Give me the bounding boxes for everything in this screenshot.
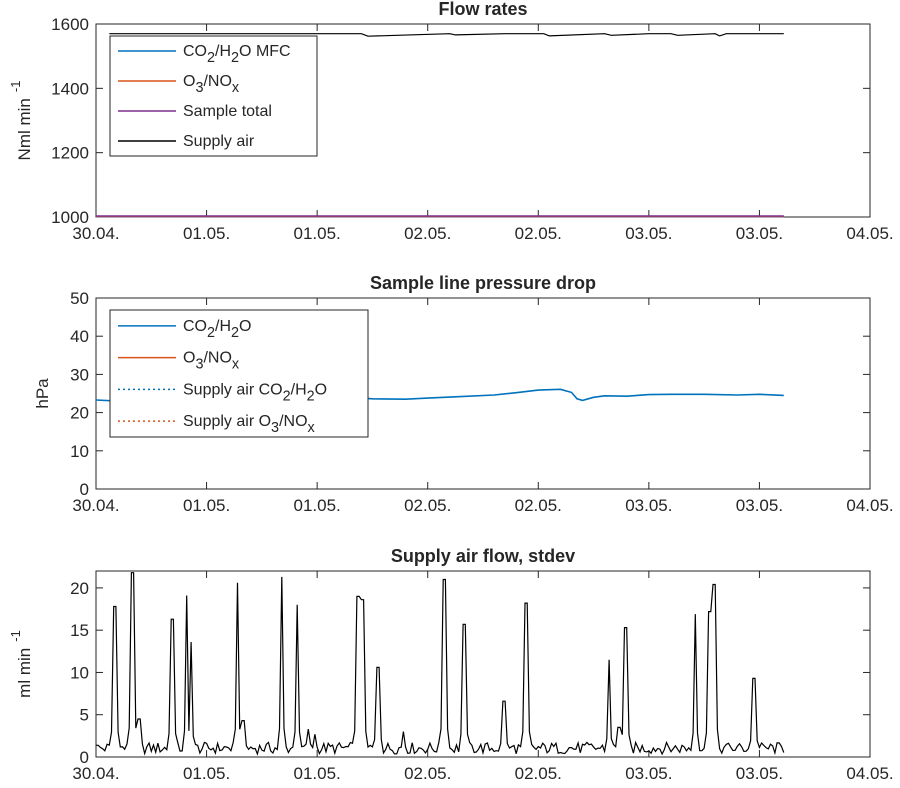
panel-3: Supply air flow, stdev 30.04. 01.05. 01.05.… [8, 546, 894, 783]
legend-box [109, 35, 318, 157]
y-axis-label: ml min-1 [8, 630, 34, 698]
legend-box [109, 309, 369, 438]
y-tick-label: 50 [70, 289, 89, 308]
y-tick-label: 5 [80, 706, 89, 725]
legend-label: O3/NOx [183, 73, 240, 96]
legend-label: Supply air [183, 133, 255, 150]
x-tick-label: 01.05. [183, 224, 230, 243]
x-tick-label: 01.05. [294, 496, 341, 515]
x-tick-label: 30.04. [72, 496, 119, 515]
x-tick-label: 30.04. [72, 764, 119, 783]
panel-2: Sample line pressure drop 30.04. 01.05. 01.… [33, 273, 894, 515]
x-tick-label: 02.05. [515, 764, 562, 783]
y-tick-label: 1000 [51, 208, 89, 227]
legend-label: CO2/H2O [183, 318, 252, 341]
panel-title: Supply air flow, stdev [391, 546, 575, 566]
legend-label: Supply air O3/NOx [183, 413, 316, 436]
panel-title: Sample line pressure drop [370, 273, 596, 293]
x-tick-label: 02.05. [404, 224, 451, 243]
y-tick-label: 1200 [51, 144, 89, 163]
y-tick-label: 10 [70, 442, 89, 461]
legend-label: CO2/H2O MFC [183, 43, 291, 66]
y-tick-label: 20 [70, 579, 89, 598]
series-line-1 [95, 572, 785, 756]
legend: CO2/H2O MFC O3/NOx Sample total Supply air [109, 35, 318, 157]
series-line-4 [109, 33, 784, 37]
x-tick-label: 03.05. [625, 496, 672, 515]
y-tick-label: 1400 [51, 79, 89, 98]
legend-label: Supply air CO2/H2O [183, 381, 327, 404]
x-tick-label: 03.05. [625, 764, 672, 783]
x-tick-label: 03.05. [736, 764, 783, 783]
y-tick-label: 40 [70, 327, 89, 346]
y-axis-label: hPa [33, 378, 52, 409]
panel-title: Flow rates [438, 0, 527, 19]
x-tick-label: 02.05. [404, 764, 451, 783]
x-tick-label: 04.05. [846, 224, 893, 243]
y-tick-label: 0 [80, 480, 89, 499]
x-tick-label: 04.05. [846, 764, 893, 783]
y-tick-label: 30 [70, 365, 89, 384]
x-tick-label: 03.05. [736, 496, 783, 515]
x-tick-label: 01.05. [183, 764, 230, 783]
x-tick-label: 02.05. [515, 224, 562, 243]
x-tick-label: 04.05. [846, 496, 893, 515]
axes-box [95, 297, 871, 490]
y-tick-label: 1600 [51, 15, 89, 34]
x-tick-label: 01.05. [183, 496, 230, 515]
legend-label: Sample total [183, 103, 272, 120]
x-tick-label: 01.05. [294, 764, 341, 783]
y-tick-label: 0 [80, 748, 89, 767]
y-axis-label: Nml min-1 [8, 81, 34, 161]
panel-1: Flow rates 30.04. 01.05. 01.05. 02.05. 02.05.… [8, 0, 894, 243]
x-tick-label: 02.05. [404, 496, 451, 515]
x-tick-label: 03.05. [736, 224, 783, 243]
y-tick-label: 15 [70, 621, 89, 640]
x-tick-label: 02.05. [515, 496, 562, 515]
x-tick-label: 01.05. [294, 224, 341, 243]
x-tick-label: 30.04. [72, 224, 119, 243]
y-tick-label: 20 [70, 404, 89, 423]
y-tick-label: 10 [70, 663, 89, 682]
x-tick-label: 03.05. [625, 224, 672, 243]
legend-label: O3/NOx [183, 350, 240, 373]
legend: CO2/H2O O3/NOx Supply air CO2/H2O Supply ai… [109, 309, 369, 438]
axes-box [95, 570, 871, 758]
